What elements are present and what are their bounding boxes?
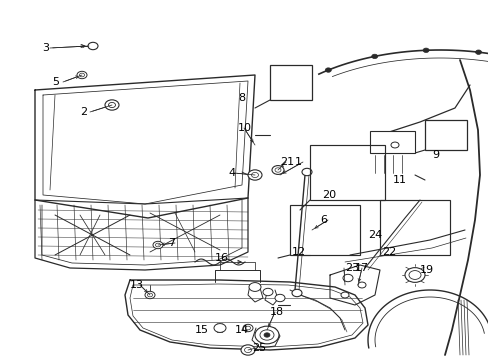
Circle shape [105,100,119,110]
Text: 21: 21 [280,157,293,167]
Circle shape [155,243,160,247]
Bar [289,205,359,255]
Circle shape [325,68,331,72]
Circle shape [474,50,481,54]
Text: 2: 2 [80,107,87,117]
Bar [424,120,466,150]
Circle shape [241,345,254,355]
Circle shape [302,168,311,176]
Circle shape [251,172,258,177]
Circle shape [264,333,269,337]
Circle shape [214,324,225,332]
Circle shape [404,267,424,282]
Text: 3: 3 [42,43,49,53]
Text: 20: 20 [321,190,335,200]
Circle shape [263,288,272,296]
Circle shape [274,294,285,302]
Text: 22: 22 [381,247,395,257]
Text: 4: 4 [227,168,235,178]
Bar [309,145,384,200]
Circle shape [245,326,250,330]
Text: 11: 11 [392,175,406,185]
Text: 14: 14 [235,325,248,335]
Circle shape [390,142,398,148]
Circle shape [271,166,284,174]
Text: 6: 6 [319,215,326,225]
Circle shape [408,271,420,279]
Text: 16: 16 [215,253,228,263]
Text: 8: 8 [238,93,244,103]
Text: 10: 10 [238,123,251,133]
Circle shape [291,289,302,297]
Text: 13: 13 [130,280,143,290]
Circle shape [342,274,352,282]
Text: 5: 5 [52,77,59,87]
Circle shape [260,330,273,340]
Circle shape [248,283,261,291]
Circle shape [145,291,155,299]
Circle shape [274,168,281,172]
Circle shape [153,241,163,249]
Circle shape [88,42,98,50]
Circle shape [108,103,115,108]
Circle shape [243,324,252,332]
Text: 17: 17 [354,263,368,273]
Circle shape [77,71,87,79]
Text: 18: 18 [269,307,284,317]
Circle shape [357,282,365,288]
Circle shape [244,347,251,352]
Bar [369,131,414,153]
Circle shape [80,73,84,77]
Text: 15: 15 [195,325,208,335]
Text: 24: 24 [367,230,382,240]
Bar [269,65,311,100]
Circle shape [422,48,428,53]
Text: 9: 9 [431,150,438,160]
Text: 12: 12 [291,247,305,257]
Text: 7: 7 [168,238,175,248]
Circle shape [371,54,377,59]
Bar [379,200,449,255]
Circle shape [247,170,262,180]
Text: 1: 1 [294,157,302,167]
Circle shape [147,293,152,297]
Text: 19: 19 [419,265,433,275]
Circle shape [340,292,348,298]
Text: 23: 23 [345,263,358,273]
Text: 25: 25 [251,343,265,353]
Circle shape [254,326,279,344]
